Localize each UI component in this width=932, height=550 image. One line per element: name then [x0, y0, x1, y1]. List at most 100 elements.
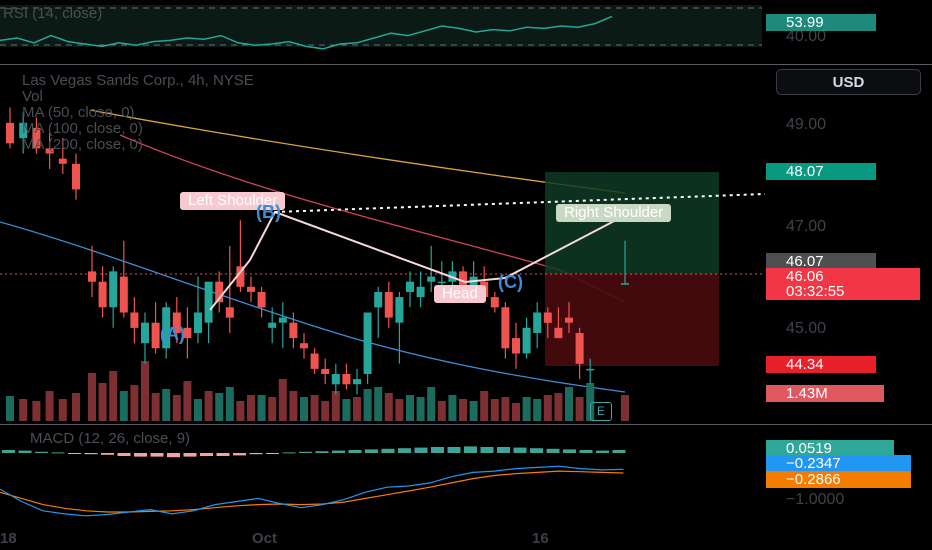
macd-hist-tag: 0.0519: [766, 440, 894, 457]
volume-tag: 1.43M: [766, 385, 884, 402]
macd-line: [0, 465, 624, 517]
candle-body-17: [204, 281, 213, 323]
candle-body-13: [162, 307, 171, 349]
volume-bar-7: [98, 383, 107, 421]
volume-bar-24: [278, 379, 287, 421]
candle-body-51: [565, 317, 573, 323]
volume-bar-51: [565, 387, 573, 421]
candle-body-45: [501, 307, 510, 349]
volume-bar-16: [194, 399, 202, 421]
volume-bar-10: [130, 385, 139, 421]
candle-body-41: [459, 271, 467, 287]
macd-legend: MACD (12, 26, close, 9): [30, 430, 191, 447]
volume-bar-1: [19, 399, 28, 421]
rsi-value-tag: 53.99: [766, 14, 876, 31]
price-tick-49: 49.00: [786, 116, 827, 133]
candle-body-28: [321, 368, 330, 374]
left-shoulder-label[interactable]: Left Shoulder: [180, 192, 286, 210]
candle-body-25: [289, 322, 298, 339]
macd-hist-bar-11: [183, 453, 197, 457]
right-shoulder-label[interactable]: Right Shoulder: [556, 204, 672, 222]
volume-bar-28: [321, 401, 330, 421]
macd-hist-bar-3: [51, 452, 65, 454]
wave-label-a[interactable]: (A): [160, 324, 185, 344]
candle-body-49: [543, 312, 552, 323]
price-tick-47: 47.00: [786, 218, 827, 235]
candle-body-12: [151, 322, 160, 349]
macd-hist-bar-8: [134, 453, 147, 457]
volume-bar-12: [151, 393, 160, 421]
volume-bar-5: [72, 393, 80, 421]
macd-hist-bar-34: [563, 449, 576, 453]
volume-bar-6: [88, 373, 96, 421]
volume-bar-23: [268, 397, 277, 421]
macd-hist-bar-36: [596, 450, 609, 453]
ma-50-line: [0, 221, 626, 393]
candle-body-18: [215, 281, 224, 303]
head-label[interactable]: Head: [434, 285, 486, 303]
candle-body-53: [586, 368, 595, 371]
earnings-marker[interactable]: E: [590, 402, 612, 421]
wave-label-b[interactable]: (B): [256, 202, 281, 222]
macd-hist-bar-10: [167, 453, 180, 458]
candle-body-22: [257, 292, 266, 308]
macd-hist-bar-32: [530, 448, 543, 453]
ma-200-line: [89, 109, 626, 194]
legend-ma-200[interactable]: MA (200, close, 0): [22, 136, 143, 153]
volume-bar-36: [406, 395, 414, 421]
macd-hist-bar-17: [282, 452, 296, 454]
volume-bar-27: [310, 395, 319, 421]
candle-body-29: [331, 374, 340, 385]
macd-hist-bar-9: [150, 453, 164, 457]
volume-bar-32: [363, 389, 372, 421]
macd-hist-bar-2: [35, 451, 48, 453]
volume-bar-15: [183, 381, 192, 421]
candle-body-21: [247, 286, 255, 292]
candle-body-3: [45, 148, 54, 154]
pattern-path: [209, 210, 621, 311]
ma-100-line: [119, 134, 626, 303]
macd-hist-bar-29: [480, 447, 494, 453]
volume-bar-42: [469, 401, 478, 421]
macd-hist-bar-1: [18, 450, 32, 453]
candle-body-26: [300, 343, 308, 349]
candle-body-20: [236, 266, 245, 287]
volume-bar-48: [533, 399, 542, 421]
macd-hist-bar-13: [216, 453, 230, 456]
candle-body-14: [172, 312, 181, 333]
rsi-line: [0, 15, 613, 50]
volume-bar-21: [247, 395, 255, 421]
macd-hist-bar-25: [414, 447, 428, 453]
candle-body-32: [363, 312, 372, 374]
volume-bar-30: [342, 399, 351, 421]
profit-zone: [545, 172, 719, 274]
macd-signal-tag: −0.2866: [766, 471, 911, 488]
macd-hist-bar-33: [546, 448, 560, 453]
legend-ma-100[interactable]: MA (100, close, 0): [22, 120, 143, 137]
volume-bar-40: [448, 395, 457, 421]
candle-body-50: [554, 327, 563, 339]
volume-bar-29: [331, 391, 340, 421]
candle-body-4: [58, 158, 67, 164]
candle-body-27: [310, 353, 319, 369]
volume-bar-41: [459, 399, 467, 421]
pane-divider-rsi[interactable]: [0, 64, 932, 65]
candle-body-38: [427, 276, 436, 282]
volume-bar-45: [501, 397, 510, 421]
currency-button[interactable]: USD: [776, 69, 921, 95]
macd-line-tag: −0.2347: [766, 455, 911, 472]
volume-bar-9: [119, 391, 128, 421]
volume-bar-25: [289, 391, 298, 421]
candle-body-5: [72, 163, 80, 190]
pane-divider-macd[interactable]: [0, 424, 932, 425]
candle-body-36: [406, 281, 414, 292]
symbol-title[interactable]: Las Vegas Sands Corp., 4h, NYSE: [22, 72, 254, 89]
volume-bar-8: [109, 371, 118, 421]
wave-label-c[interactable]: (C): [498, 272, 523, 292]
legend-ma-50[interactable]: MA (50, close, 0): [22, 104, 135, 121]
volume-bar-34: [384, 393, 393, 421]
legend-vol[interactable]: Vol: [22, 88, 43, 105]
volume-bar-20: [236, 401, 245, 421]
volume-bar-11: [141, 361, 149, 421]
